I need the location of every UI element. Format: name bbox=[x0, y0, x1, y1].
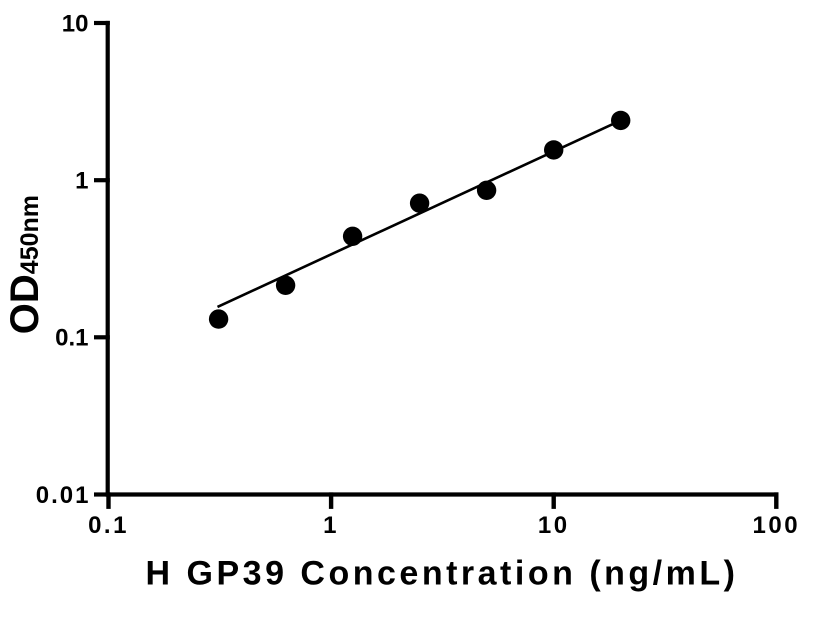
svg-text:1: 1 bbox=[323, 512, 339, 539]
svg-text:1: 1 bbox=[75, 168, 88, 195]
svg-text:100: 100 bbox=[753, 512, 801, 539]
svg-text:10: 10 bbox=[538, 512, 570, 539]
svg-text:0.1: 0.1 bbox=[88, 512, 129, 539]
svg-text:0.1: 0.1 bbox=[55, 325, 88, 352]
svg-text:H GP39 Concentration (ng/mL): H GP39 Concentration (ng/mL) bbox=[146, 555, 739, 593]
svg-text:0.01: 0.01 bbox=[36, 482, 91, 509]
svg-text:10: 10 bbox=[62, 10, 89, 37]
